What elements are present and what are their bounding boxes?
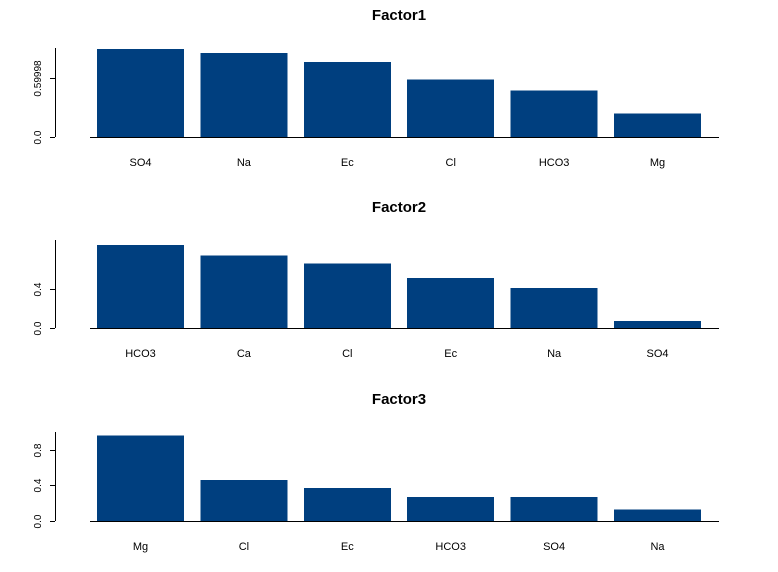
bar-ec	[303, 488, 391, 521]
bar-na	[510, 287, 598, 328]
chart-panel-1: Factor1 0.0 0.59998 SO4 Na Ec Cl HCO3 Mg	[33, 7, 719, 169]
chart-title: Factor1	[372, 7, 426, 24]
chart-panel-3: Factor3 0.0 0.4 0.8 Mg Cl Ec HCO3 SO4 Na	[33, 391, 719, 553]
category-label: Na	[650, 541, 665, 553]
bar-hco3	[510, 90, 598, 137]
y-tick-label: 0.4	[33, 478, 44, 492]
bar-ec	[407, 278, 495, 328]
bar-hco3	[97, 244, 184, 328]
y-tick-label: 0.4	[33, 282, 44, 296]
bar-na	[200, 52, 288, 137]
category-label: Ec	[341, 541, 354, 553]
chart-panel-2: Factor2 0.0 0.4 HCO3 Ca Cl Ec Na SO4	[33, 199, 719, 360]
bar-so4	[97, 49, 184, 137]
y-tick-label: 0.8	[33, 443, 44, 457]
bar-ca	[200, 255, 288, 328]
bar-ec	[303, 61, 391, 137]
category-label: SO4	[129, 157, 151, 169]
bar-cl	[407, 79, 495, 137]
category-label: SO4	[646, 348, 668, 360]
category-label: Cl	[446, 157, 456, 169]
bar-cl	[303, 263, 391, 328]
bar-na	[614, 509, 701, 521]
y-tick-label: 0.0	[33, 514, 44, 528]
category-label: Cl	[239, 541, 249, 553]
y-tick-label: 0.0	[33, 130, 44, 144]
bar-so4	[614, 321, 701, 328]
y-tick-label: 0.0	[33, 321, 44, 335]
bar-cl	[200, 480, 288, 521]
category-label: Ec	[341, 157, 354, 169]
category-label: Cl	[342, 348, 352, 360]
category-label: SO4	[543, 541, 565, 553]
bar-so4	[510, 497, 598, 521]
chart-title: Factor2	[372, 199, 426, 216]
category-label: Mg	[650, 157, 665, 169]
bar-mg	[97, 435, 184, 521]
chart-title: Factor3	[372, 391, 426, 408]
category-label: Ec	[444, 348, 457, 360]
category-label: HCO3	[125, 348, 156, 360]
category-label: HCO3	[539, 157, 570, 169]
category-label: Na	[547, 348, 562, 360]
bar-mg	[614, 113, 701, 137]
category-label: HCO3	[435, 541, 466, 553]
bar-hco3	[407, 497, 495, 521]
category-label: Mg	[133, 541, 148, 553]
y-tick-label: 0.59998	[33, 60, 44, 97]
category-label: Ca	[237, 348, 252, 360]
category-label: Na	[237, 157, 252, 169]
